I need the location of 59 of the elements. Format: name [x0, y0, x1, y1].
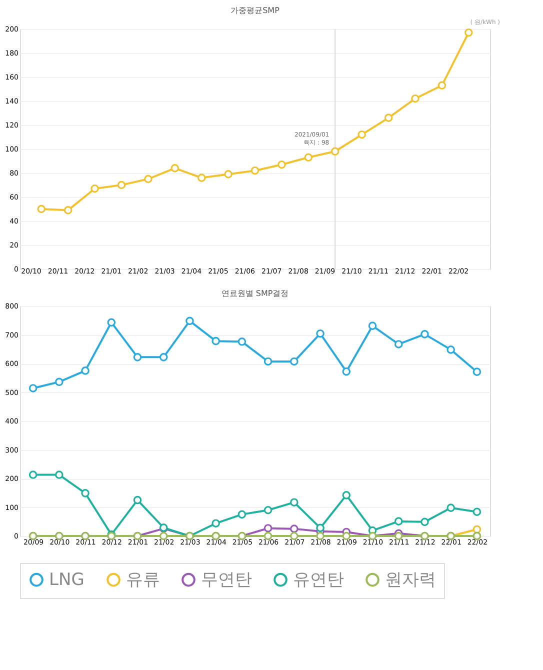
point	[55, 470, 64, 479]
point	[472, 508, 482, 516]
legend-label: 유류	[126, 570, 160, 590]
point	[342, 491, 351, 500]
point	[37, 204, 46, 214]
point	[384, 114, 393, 122]
point	[330, 147, 340, 156]
point	[159, 353, 168, 362]
chart-title: 가중평균SMP	[230, 6, 280, 15]
point	[420, 330, 429, 338]
point	[64, 206, 72, 214]
point	[212, 519, 220, 528]
point	[197, 174, 206, 182]
point	[411, 94, 420, 103]
point	[394, 340, 403, 348]
point	[133, 496, 142, 504]
point	[186, 316, 194, 326]
legend-label: 원자력	[385, 570, 436, 590]
point	[278, 160, 286, 169]
point	[264, 506, 272, 514]
point	[464, 28, 473, 37]
chart-title: 연료원별 SMP결정	[221, 289, 289, 298]
point	[28, 384, 38, 392]
point	[90, 184, 99, 193]
point	[316, 329, 324, 338]
point	[368, 322, 377, 330]
point	[81, 489, 90, 498]
point	[264, 357, 272, 366]
legend-label: 유연탄	[293, 570, 344, 590]
point	[472, 368, 482, 376]
point	[212, 336, 220, 346]
point	[394, 517, 403, 526]
point	[290, 498, 298, 507]
point	[472, 525, 482, 534]
point	[358, 130, 366, 139]
point	[224, 170, 232, 178]
point	[304, 153, 313, 162]
point	[28, 470, 38, 479]
point	[264, 524, 272, 532]
point	[316, 524, 324, 532]
point	[446, 346, 455, 354]
point	[446, 504, 455, 512]
point	[117, 180, 126, 190]
point	[81, 366, 90, 375]
point	[250, 166, 260, 175]
point	[438, 81, 446, 90]
point	[238, 338, 246, 346]
legend-label: 무연탄	[201, 570, 252, 590]
point	[420, 518, 429, 526]
point	[290, 357, 298, 366]
point	[290, 524, 298, 533]
point	[55, 378, 64, 386]
point	[238, 510, 246, 519]
point	[144, 174, 152, 184]
point	[342, 367, 351, 376]
point	[107, 318, 116, 327]
legend-label: LNG	[49, 570, 84, 590]
point	[133, 353, 142, 362]
point	[170, 164, 180, 172]
